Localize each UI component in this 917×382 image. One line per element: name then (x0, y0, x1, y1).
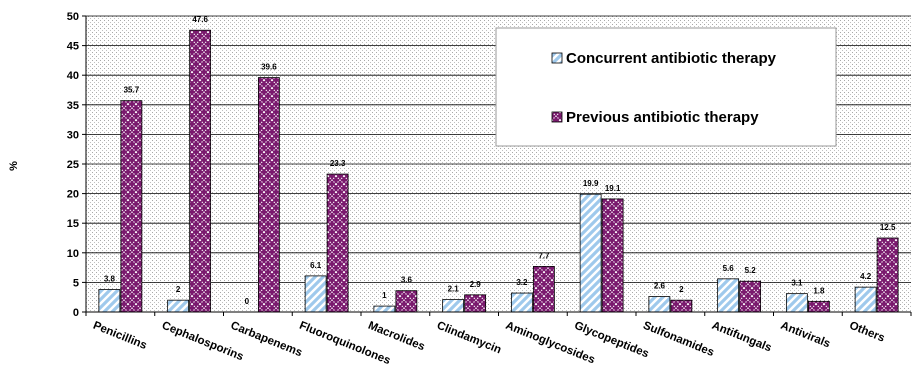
data-label-previous: 2 (679, 285, 684, 294)
y-tick-label: 5 (73, 277, 79, 289)
legend-swatch-concurrent (551, 52, 563, 64)
bar-previous (807, 300, 830, 313)
data-label-concurrent: 2 (176, 285, 181, 294)
data-label-previous: 35.7 (124, 86, 140, 95)
data-label-previous: 7.7 (538, 251, 550, 260)
bar-concurrent (717, 278, 740, 313)
y-tick-label: 0 (73, 307, 79, 319)
bar-concurrent (167, 299, 190, 313)
bar-previous (257, 77, 280, 313)
data-label-concurrent: 0 (245, 297, 250, 306)
data-label-previous: 3.6 (401, 276, 413, 285)
y-axis-label: % (8, 161, 20, 171)
bar-concurrent (854, 286, 877, 313)
bar-concurrent (648, 296, 671, 313)
legend-label-previous: Previous antibiotic therapy (566, 109, 759, 126)
legend: Concurrent antibiotic therapy Previous a… (495, 27, 837, 147)
legend-box (495, 27, 837, 147)
x-tick-label: Antivirals (779, 320, 832, 351)
y-tick-label: 45 (67, 41, 79, 53)
x-tick-labels: Penicillins CephalosporinsCarbapenemsFluo… (85, 312, 912, 367)
data-label-concurrent: 19.9 (583, 179, 599, 188)
y-tick-label: 30 (67, 129, 79, 141)
bar-concurrent (579, 193, 602, 313)
bar-previous (876, 237, 899, 313)
data-label-concurrent: 3.8 (104, 275, 116, 284)
y-tick-label: 20 (67, 189, 79, 201)
data-label-concurrent: 1 (382, 291, 387, 300)
y-tick-label: 40 (67, 70, 79, 82)
y-tick-label: 10 (67, 248, 79, 260)
data-label-previous: 39.6 (261, 63, 277, 72)
bar-previous (532, 266, 555, 313)
bar-previous (670, 299, 693, 313)
data-label-previous: 47.6 (192, 15, 208, 24)
data-label-previous: 2.9 (470, 280, 482, 289)
data-label-previous: 12.5 (880, 223, 896, 232)
bar-concurrent (304, 275, 327, 313)
data-label-concurrent: 3.1 (791, 279, 803, 288)
bar-previous (326, 173, 349, 313)
bar-concurrent (442, 299, 465, 313)
y-tick-label: 25 (67, 159, 79, 171)
y-tick-labels: 0 5 10 15 20 25 30 35 40 45 50 (67, 11, 86, 319)
bars (98, 29, 899, 313)
bar-previous (189, 29, 212, 313)
data-label-previous: 1.8 (813, 286, 825, 295)
data-label-previous: 5.2 (745, 266, 757, 275)
data-label-concurrent: 3.2 (516, 278, 528, 287)
data-label-previous: 19.1 (605, 184, 621, 193)
x-tick-label: Clindamycin (435, 320, 503, 357)
legend-label-concurrent: Concurrent antibiotic therapy (566, 50, 777, 67)
bar-previous (120, 100, 143, 313)
x-tick-label: Antifungals (710, 320, 773, 355)
data-label-concurrent: 4.2 (860, 272, 872, 281)
bar-previous (601, 198, 624, 313)
x-tick-label: Penicillins (91, 320, 148, 352)
data-label-concurrent: 2.6 (654, 282, 666, 291)
bar-concurrent (785, 293, 808, 313)
x-tick-label: Others (848, 320, 887, 345)
bar-labels: 3.8 35.7 2 47.6 0 39.6 6.1 23.3 1 3.6 2.1 2.9 3.2 7.7… (104, 15, 896, 306)
data-label-concurrent: 5.6 (723, 264, 735, 273)
bar-concurrent (98, 289, 121, 313)
bar-previous (739, 280, 762, 313)
y-tick-label: 35 (67, 100, 79, 112)
legend-swatch-previous (551, 111, 563, 123)
data-label-previous: 23.3 (330, 159, 346, 168)
bar-concurrent (373, 305, 396, 313)
data-label-concurrent: 6.1 (310, 261, 322, 270)
bar-previous (464, 294, 487, 313)
y-tick-label: 15 (67, 218, 79, 230)
bar-previous (395, 290, 418, 313)
x-tick-label: Sulfonamides (641, 320, 715, 359)
bar-concurrent (510, 292, 533, 313)
data-label-concurrent: 2.1 (448, 285, 460, 294)
y-tick-label: 50 (67, 11, 79, 23)
